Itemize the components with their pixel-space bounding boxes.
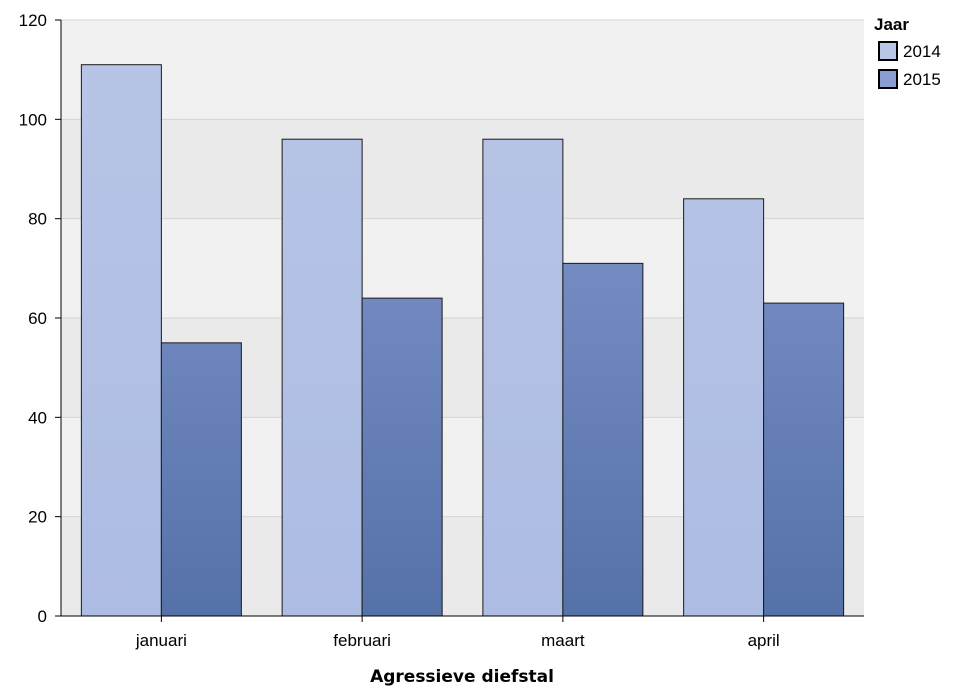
y-tick-label: 100 — [19, 110, 47, 129]
x-axis-ticks: januari februari maart april — [135, 616, 780, 650]
bar-2014-april — [683, 198, 765, 617]
bar-2014-februari — [281, 138, 363, 617]
legend-title: Jaar — [874, 15, 909, 34]
legend-swatch-2014 — [878, 41, 898, 61]
y-tick-label: 40 — [28, 408, 47, 427]
background-band — [61, 20, 864, 120]
y-tick-label: 120 — [19, 11, 47, 30]
bar-2014-maart — [482, 138, 564, 617]
x-tick-label: april — [748, 631, 780, 650]
y-tick-label: 80 — [28, 210, 47, 229]
bar-2015-januari — [160, 342, 242, 617]
y-tick-label: 0 — [38, 607, 47, 626]
y-axis-ticks: 0 20 40 60 80 100 120 — [19, 11, 61, 626]
x-axis-title: Agressieve diefstal — [370, 667, 554, 687]
bar-2014-januari — [80, 64, 162, 617]
x-tick-label: februari — [333, 631, 391, 650]
y-tick-label: 60 — [28, 309, 47, 328]
x-tick-label: maart — [541, 631, 585, 650]
legend-label-2015: 2015 — [903, 70, 941, 89]
legend: Jaar 2014 2015 — [874, 15, 941, 89]
bar-2015-maart — [562, 262, 644, 617]
bar-2015-februari — [361, 297, 443, 617]
legend-label-2014: 2014 — [903, 42, 941, 61]
y-tick-label: 20 — [28, 508, 47, 527]
x-tick-label: januari — [135, 631, 187, 650]
bar-2015-april — [763, 302, 845, 617]
legend-swatch-2015 — [878, 69, 898, 89]
bars — [80, 64, 845, 617]
